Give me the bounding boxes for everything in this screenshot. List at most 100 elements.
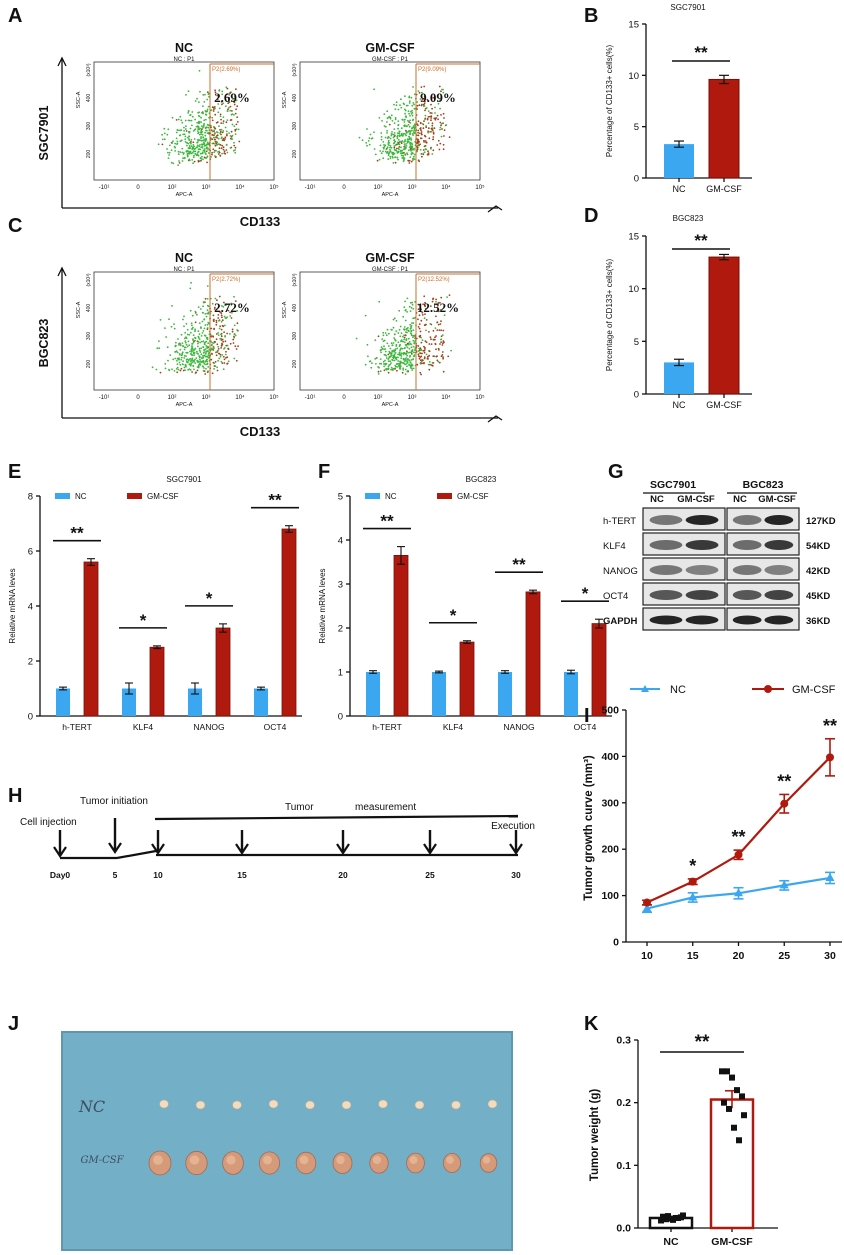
flow-dot: [198, 338, 201, 340]
flow-dot: [182, 318, 184, 321]
flow-dot: [232, 99, 234, 101]
tumor-highlight: [189, 1155, 200, 1165]
flow-dot: [448, 294, 451, 296]
flow-dot: [186, 345, 189, 348]
flow-dot: [406, 360, 408, 363]
flow-dot: [197, 330, 200, 333]
flow-dot: [201, 130, 204, 133]
chart-title: BGC823: [466, 475, 497, 484]
flow-dot: [199, 358, 201, 361]
flow-dot: [420, 319, 423, 322]
flow-dot: [217, 111, 220, 114]
flow-dot: [217, 143, 220, 146]
panel-label-c: C: [8, 215, 22, 237]
flow-x-tick: 10²: [374, 185, 383, 191]
flow-dot: [404, 363, 406, 366]
flow-dot: [224, 335, 227, 337]
flow-dot: [429, 323, 432, 325]
flow-dot: [406, 141, 409, 144]
flow-y-tick: 200: [292, 360, 298, 369]
flow-dot: [441, 351, 444, 353]
flow-dot: [367, 140, 370, 142]
chart-k-y-tick-label: 0.3: [616, 1035, 631, 1047]
flow-dot: [204, 361, 207, 363]
flow-dot: [399, 104, 401, 106]
flow-dot: [417, 308, 420, 311]
flow-dot: [206, 155, 209, 158]
flow-dot: [185, 355, 187, 357]
legend-label: NC: [670, 684, 686, 696]
flow-dot: [179, 115, 182, 118]
flow-dot: [385, 362, 388, 365]
flow-dot: [405, 145, 408, 147]
flow-dot: [442, 148, 445, 151]
flow-apc-label: APC-A: [176, 192, 193, 198]
flow-dot: [408, 129, 410, 132]
flow-dot: [231, 138, 233, 141]
flow-dot: [204, 144, 207, 147]
flow-dot: [186, 333, 189, 336]
timeline-day-label: 10: [153, 870, 163, 880]
flow-percentage: 12.52%: [417, 300, 459, 315]
flow-dot: [205, 150, 208, 153]
flow-dot: [204, 373, 207, 375]
flow-dot: [421, 123, 424, 125]
flow-dot: [181, 342, 184, 344]
flow-dot: [178, 162, 181, 164]
flow-dot: [225, 121, 228, 124]
flow-dot: [234, 345, 237, 348]
flow-dot: [214, 297, 217, 300]
flow-dot: [429, 363, 431, 366]
flow-dot: [193, 368, 195, 371]
flow-dot: [232, 149, 235, 152]
flow-dot: [206, 161, 209, 164]
flow-dot: [412, 86, 414, 88]
flow-dot: [200, 136, 203, 138]
flow-dot: [423, 145, 426, 148]
flow-dot: [216, 343, 219, 346]
blot-lane-label: NC: [650, 494, 664, 505]
flow-dot: [216, 94, 219, 97]
data-point: [675, 1214, 681, 1221]
flow-dot: [203, 141, 205, 144]
flow-dot: [393, 146, 396, 149]
flow-dot: [229, 342, 232, 345]
flow-dot: [439, 126, 442, 129]
flow-apc-label: APC-A: [382, 402, 399, 408]
flow-dot: [412, 322, 415, 324]
flow-dot: [400, 98, 402, 101]
flow-dot: [428, 361, 431, 363]
flow-dot: [421, 314, 424, 316]
flow-dot: [216, 299, 218, 302]
flow-x-tick: 0: [136, 395, 140, 401]
flow-dot: [191, 324, 193, 327]
flow-dot: [384, 150, 387, 153]
flow-dot: [164, 327, 166, 329]
tumor-nc: [487, 1099, 498, 1109]
flow-dot: [200, 157, 203, 160]
flow-dot: [419, 352, 422, 355]
x-tick-label: 15: [687, 950, 699, 962]
flow-dot: [414, 132, 416, 134]
flow-dot: [212, 110, 215, 112]
flow-dot: [406, 297, 409, 300]
chart-b-y-tick-label: 5: [634, 122, 639, 133]
significance-mark: **: [70, 524, 84, 543]
flow-dot: [195, 146, 198, 149]
flow-dot: [200, 340, 203, 343]
flow-x-tick: 10²: [374, 395, 383, 401]
flow-x-tick: 10³: [202, 185, 211, 191]
flow-dot: [203, 342, 206, 344]
flow-plot-frame: [299, 271, 481, 391]
flow-dot: [389, 148, 391, 151]
flow-dot: [440, 296, 443, 299]
flow-dot: [173, 323, 175, 325]
flow-dot: [427, 131, 429, 134]
flow-dot: [185, 322, 188, 325]
flow-dot: [201, 128, 203, 131]
flow-dot: [213, 327, 216, 330]
flow-dot: [201, 139, 203, 142]
flow-dot: [182, 345, 185, 348]
flow-dot: [183, 315, 185, 318]
